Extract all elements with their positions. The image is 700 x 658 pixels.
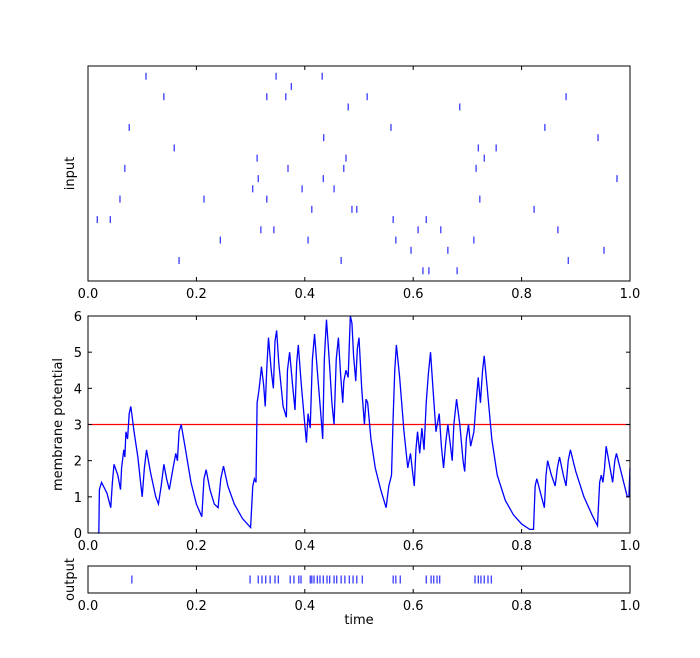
x-tick-label: 0.0 <box>78 287 99 302</box>
axes-frame <box>87 65 631 282</box>
y-tick-label: 0 <box>74 527 82 542</box>
x-tick-label: 0.6 <box>403 599 424 614</box>
y-tick-label: 1 <box>74 491 82 506</box>
x-tick-label: 0.8 <box>511 287 532 302</box>
y-axis-label: membrane potential <box>51 358 66 491</box>
x-tick-label: 0.2 <box>186 539 207 554</box>
y-tick-label: 6 <box>74 310 82 325</box>
axes-frame <box>87 565 631 594</box>
y-tick-label: 4 <box>74 382 82 397</box>
x-tick-label: 0.4 <box>294 599 315 614</box>
x-tick-label: 0.4 <box>294 287 315 302</box>
y-axis-label: output <box>63 558 78 601</box>
x-tick-label: 0.8 <box>511 539 532 554</box>
x-tick-label: 0.0 <box>78 599 99 614</box>
x-axis-label: time <box>344 613 373 628</box>
y-tick-label: 3 <box>74 419 82 434</box>
x-tick-label: 0.8 <box>511 599 532 614</box>
x-tick-label: 1.0 <box>620 539 641 554</box>
x-tick-label: 0.4 <box>294 539 315 554</box>
x-tick-label: 0.0 <box>78 539 99 554</box>
membrane-line <box>97 315 631 534</box>
y-axis-label: input <box>63 157 78 190</box>
x-tick-label: 0.2 <box>186 599 207 614</box>
x-tick-label: 1.0 <box>620 287 641 302</box>
y-tick-label: 2 <box>74 455 82 470</box>
x-tick-label: 0.6 <box>403 539 424 554</box>
x-tick-label: 0.2 <box>186 287 207 302</box>
y-tick-label: 5 <box>74 346 82 361</box>
x-tick-label: 1.0 <box>620 599 641 614</box>
x-tick-label: 0.6 <box>403 287 424 302</box>
